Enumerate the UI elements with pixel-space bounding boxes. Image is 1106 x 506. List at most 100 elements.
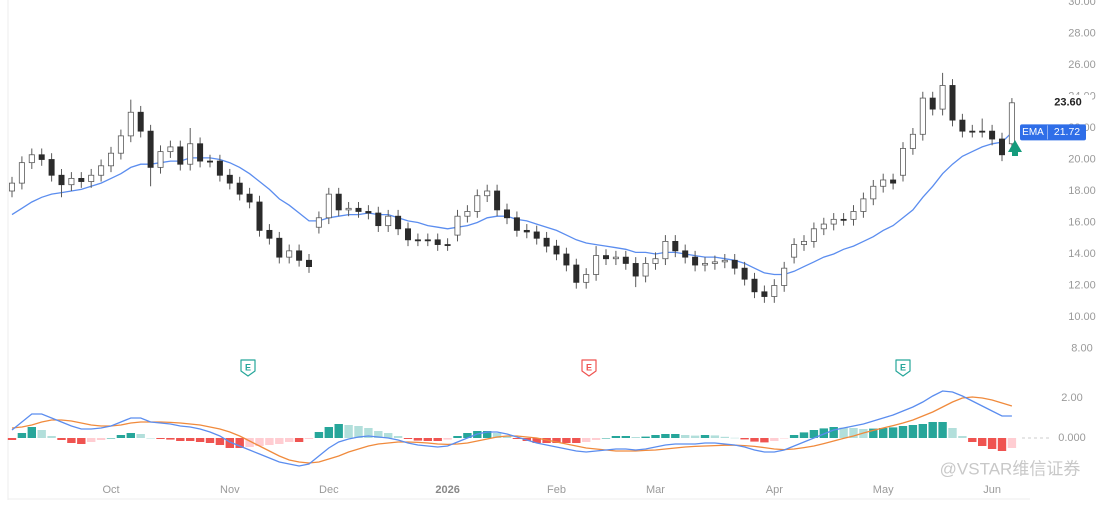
histogram-bar <box>869 428 878 438</box>
x-tick-label: Nov <box>220 484 240 496</box>
histogram-bar <box>928 422 937 438</box>
histogram-bar <box>57 438 66 440</box>
candle-body <box>226 174 233 184</box>
ema-tag <box>1020 124 1086 141</box>
y-tick-label: 2.00 <box>1061 392 1082 404</box>
histogram-bar <box>720 436 729 438</box>
candle-body <box>553 245 560 255</box>
y-tick-label: 12.00 <box>1068 279 1096 291</box>
histogram-bar <box>849 428 858 438</box>
candle-body <box>989 130 996 140</box>
candle-body <box>850 211 857 220</box>
candle-body <box>890 179 897 184</box>
candle-body <box>296 250 303 261</box>
candle-body <box>969 130 976 133</box>
candle-body <box>464 211 471 217</box>
candle-body <box>513 217 520 231</box>
histogram-bar <box>1007 438 1017 448</box>
histogram-bar <box>225 438 234 448</box>
candle-body <box>731 259 738 269</box>
histogram-bar <box>601 438 611 439</box>
watermark: @VSTAR维信证券 <box>940 459 1081 478</box>
candle-body <box>563 253 570 266</box>
earnings-label: E <box>900 362 906 372</box>
histogram-bar <box>750 438 759 442</box>
histogram-bar <box>275 438 284 444</box>
last-price-label: 23.60 <box>1054 97 1082 109</box>
x-tick-label: Oct <box>102 484 119 496</box>
earnings-marker[interactable] <box>895 359 911 377</box>
y-tick-label: 16.00 <box>1068 216 1096 228</box>
y-tick-label: 10.00 <box>1068 311 1096 323</box>
histogram-bar <box>948 428 957 438</box>
y-tick-label: 28.00 <box>1068 27 1096 39</box>
candle-body <box>523 229 530 233</box>
histogram-bar <box>879 428 888 438</box>
candle-body <box>979 130 986 133</box>
histogram-bar <box>374 431 383 438</box>
candle-body <box>355 207 362 212</box>
histogram-bar <box>562 438 571 443</box>
candle-body <box>791 244 798 258</box>
candle-body <box>236 182 243 195</box>
candle-body <box>741 267 748 280</box>
earnings-marker[interactable] <box>581 359 597 377</box>
histogram-bar <box>621 436 630 438</box>
candle-body <box>48 159 55 176</box>
y-tick-label: 18.00 <box>1068 185 1096 197</box>
candle-body <box>474 195 481 212</box>
candle-body <box>246 193 253 203</box>
histogram-bar <box>17 433 27 438</box>
macd-line <box>11 390 1012 467</box>
histogram-bar <box>631 437 640 438</box>
histogram-bar <box>443 438 452 440</box>
histogram-bar <box>136 434 145 438</box>
x-tick-label: Feb <box>547 484 566 496</box>
candle-body <box>939 85 946 110</box>
candle-body <box>38 154 45 160</box>
earnings-marker[interactable] <box>240 359 256 377</box>
candle-body <box>137 111 144 132</box>
candle-body <box>127 111 134 137</box>
candle-body <box>325 193 332 219</box>
histogram-bar <box>611 436 621 438</box>
candle-body <box>315 217 322 228</box>
x-tick-label: Jun <box>983 484 1001 496</box>
histogram-bar <box>146 438 155 439</box>
histogram-bar <box>314 432 324 438</box>
candle-body <box>632 263 639 277</box>
histogram-bar <box>403 438 413 439</box>
candle-body <box>662 240 669 260</box>
histogram-bar <box>780 438 789 439</box>
histogram-bar <box>126 433 135 438</box>
candle-body <box>177 146 184 165</box>
histogram-bar <box>760 438 769 443</box>
y-tick-label: 0.000 <box>1058 432 1086 444</box>
candle-body <box>424 239 431 242</box>
candle-body <box>395 215 402 230</box>
histogram-bar <box>978 438 987 446</box>
y-tick-label: 30.00 <box>1068 0 1096 8</box>
histogram-bar <box>393 436 403 438</box>
y-tick-label: 8.00 <box>1071 342 1092 354</box>
histogram-bar <box>502 436 512 438</box>
histogram-bar <box>968 438 977 442</box>
candle-body <box>860 198 867 212</box>
histogram-bar <box>918 424 927 438</box>
histogram-bar <box>740 438 749 440</box>
histogram-bar <box>195 438 205 442</box>
candle-body <box>68 177 75 186</box>
candle-body <box>404 228 411 241</box>
histogram-bar <box>888 427 898 438</box>
candle-body <box>117 135 124 154</box>
histogram-bar <box>77 438 86 444</box>
histogram-bar <box>997 438 1007 451</box>
candle-body <box>761 291 768 297</box>
candle-body <box>672 240 679 252</box>
candle-body <box>870 185 877 200</box>
histogram-bar <box>96 438 106 440</box>
candle-body <box>593 255 600 275</box>
candle-body <box>206 160 213 163</box>
